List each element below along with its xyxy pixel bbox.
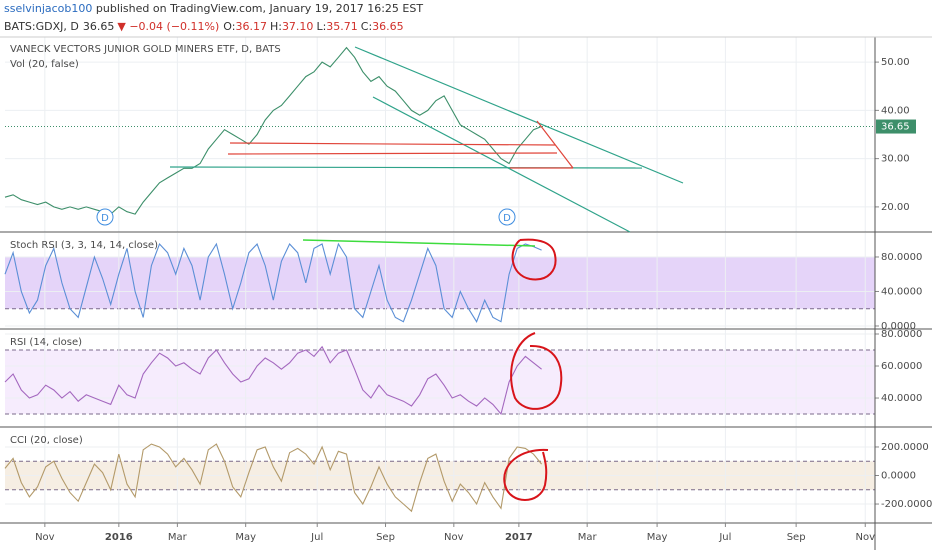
ohlc-value: 35.71 — [326, 20, 358, 33]
trend-line — [372, 96, 631, 233]
y-tick-label: 80.0000 — [881, 329, 922, 340]
panel-title: CCI (20, close) — [10, 435, 83, 446]
series-line — [4, 443, 543, 513]
hand-circle — [503, 448, 549, 501]
x-tick-label: Nov — [444, 532, 464, 543]
band — [5, 256, 875, 309]
ohlc-label: L: — [316, 20, 326, 33]
y-tick-label: 20.00 — [881, 202, 910, 213]
last-price-label: 36.65 — [881, 122, 910, 133]
y-tick-label: 0.0000 — [881, 471, 916, 482]
author[interactable]: sselvinjacob100 — [4, 2, 92, 15]
y-tick-label: 40.00 — [881, 105, 910, 116]
panel-subtitle: Vol (20, false) — [10, 59, 79, 70]
y-tick-label: 80.0000 — [881, 252, 922, 263]
x-tick-label: Mar — [168, 532, 188, 543]
published: published on TradingView.com, January 19… — [92, 2, 423, 15]
x-tick-label: Nov — [855, 532, 875, 543]
price: 36.65 — [83, 20, 115, 33]
ohlc-value: 37.10 — [282, 20, 314, 33]
y-tick-label: 200.0000 — [881, 442, 929, 453]
dividend-label: D — [503, 213, 511, 224]
trend-line — [302, 239, 536, 247]
trend-line — [536, 120, 574, 169]
last-price-box — [876, 119, 916, 134]
ohlc-label: C: — [361, 20, 372, 33]
series-line — [4, 46, 542, 215]
band — [5, 350, 875, 415]
series-line — [4, 242, 542, 323]
dividend-label: D — [101, 213, 109, 224]
y-tick-label: 60.0000 — [881, 361, 922, 372]
change: ▼ −0.04 (−0.11%) — [117, 20, 219, 33]
y-tick-label: 0.0000 — [881, 321, 916, 332]
x-tick-label: May — [647, 532, 668, 543]
x-tick-label: 2016 — [105, 532, 133, 543]
x-tick-label: Sep — [787, 532, 806, 543]
ohlc-value: 36.65 — [372, 20, 404, 33]
trend-line — [227, 152, 558, 155]
annotations: D D — [96, 46, 684, 501]
symbol: BATS:GDXJ, D — [4, 20, 79, 33]
publish-line: sselvinjacob100 published on TradingView… — [4, 2, 423, 15]
y-tick-label: 30.00 — [881, 154, 910, 165]
symbol-line: BATS:GDXJ, D 36.65 ▼ −0.04 (−0.11%) O:36.17… — [4, 20, 404, 33]
ohlc-label: O: — [223, 20, 235, 33]
trend-line — [229, 142, 556, 146]
ohlc-label: H: — [270, 20, 282, 33]
y-tick-label: -200.0000 — [881, 499, 932, 510]
dividend-marker[interactable] — [498, 208, 516, 226]
x-tick-label: May — [235, 532, 256, 543]
panel-title: VANECK VECTORS JUNIOR GOLD MINERS ETF, D… — [10, 44, 281, 55]
y-tick-label: 50.00 — [881, 57, 910, 68]
ohlc-value: 36.17 — [235, 20, 267, 33]
x-tick-label: Nov — [35, 532, 55, 543]
panel-title: Stoch RSI (3, 3, 14, 14, close) — [10, 240, 158, 251]
hand-circle — [510, 332, 563, 410]
x-tick-label: 2017 — [505, 532, 533, 543]
x-tick-label: Jul — [718, 532, 731, 543]
panel-title: RSI (14, close) — [10, 337, 82, 348]
hand-circle — [511, 238, 557, 281]
y-tick-label: 40.0000 — [881, 286, 922, 297]
plots: 50.00 40.00 30.00 20.00 36.65 VANECK VECTORS … — [0, 36, 932, 550]
trend-line — [354, 46, 684, 184]
x-tick-label: Sep — [376, 532, 395, 543]
y-tick-label: 40.0000 — [881, 393, 922, 404]
x-tick-label: Jul — [310, 532, 323, 543]
series-line — [4, 345, 542, 416]
dividend-marker[interactable] — [96, 208, 114, 226]
x-tick-label: Mar — [578, 532, 598, 543]
